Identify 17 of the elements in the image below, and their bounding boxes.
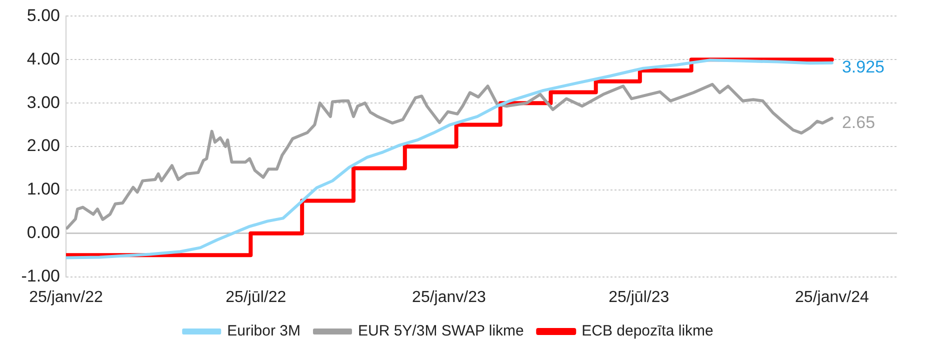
y-tick-label: 5.00 [26, 6, 60, 25]
x-tick-label: 25/jūl/23 [608, 288, 670, 306]
y-tick-label: 2.00 [26, 136, 60, 156]
y-tick-label: 1.00 [26, 180, 60, 199]
annotation: 3.925 [842, 58, 884, 77]
annotation: 2.65 [842, 112, 876, 132]
x-tick-label: 25/janv/22 [29, 288, 104, 306]
x-tick-label: 25/janv/23 [412, 288, 486, 306]
legend-label: EUR 5Y/3M SWAP likme [358, 322, 524, 340]
x-tick-label: 25/jūl/22 [226, 288, 286, 306]
y-tick-label: 4.00 [26, 49, 60, 68]
legend-label: Euribor 3M [227, 322, 300, 340]
x-tick-label: 25/janv/24 [795, 288, 869, 306]
y-tick-label: 0.00 [26, 223, 60, 242]
y-tick-label: -1.00 [21, 266, 60, 286]
y-tick-label: 3.00 [26, 92, 60, 112]
legend-label: ECB depozīta likme [582, 322, 714, 340]
